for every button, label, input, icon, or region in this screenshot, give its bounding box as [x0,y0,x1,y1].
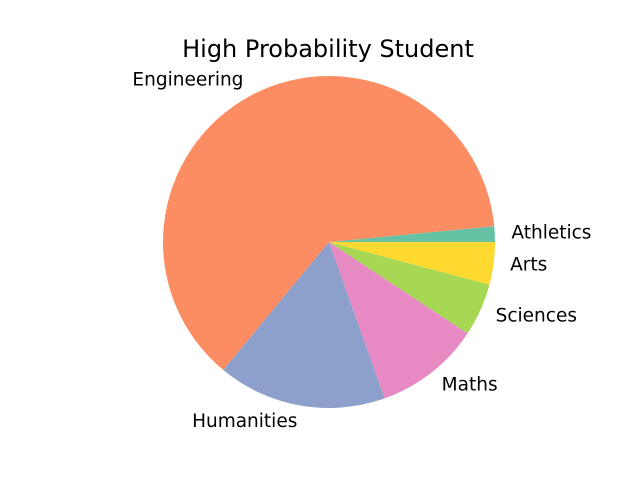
slice-maths [329,242,468,399]
pie-slices [162,75,495,408]
slice-arts [329,242,495,285]
slice-humanities [223,242,385,408]
slice-label-sciences: Sciences [496,306,577,327]
chart-title: High Probability Student [182,35,474,63]
pie-labels: Athletics Engineering Humanities Maths Scien… [132,70,591,432]
slice-engineering [162,75,495,370]
slice-label-athletics: Athletics [511,222,591,243]
slice-sciences [329,242,490,334]
slice-label-humanities: Humanities [192,411,297,432]
slice-label-engineering: Engineering [132,70,243,91]
slice-label-arts: Arts [510,255,547,276]
slice-label-maths: Maths [442,375,498,396]
slice-athletics [329,226,495,242]
